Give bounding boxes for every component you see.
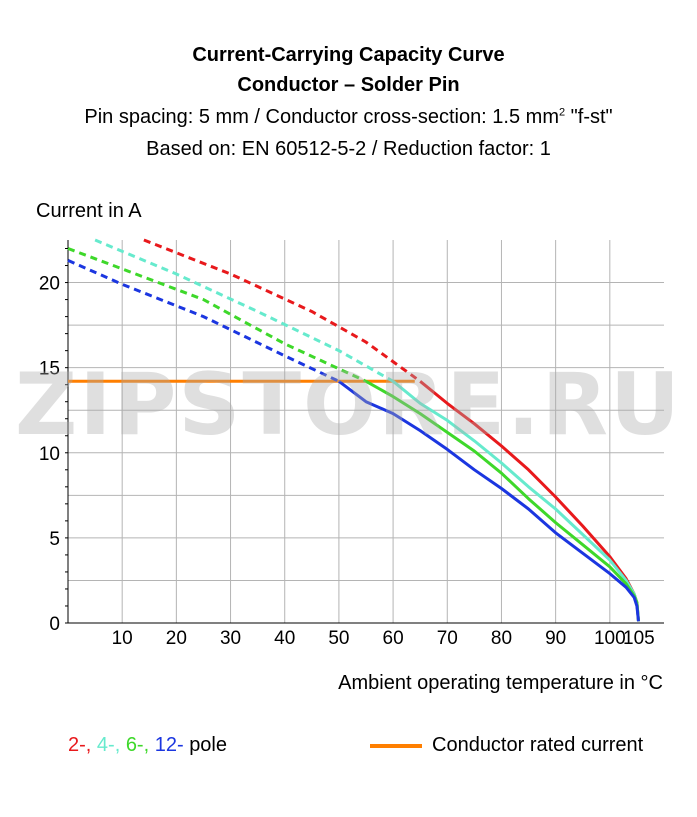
x-tick-label: 90 xyxy=(545,628,566,649)
x-tick-label: 80 xyxy=(491,628,512,649)
x-tick-label: 105 xyxy=(623,628,655,649)
rated-current-label: Conductor rated current xyxy=(432,734,644,756)
x-tick-label: 20 xyxy=(166,628,187,649)
legend-entry-2-pole: 2-, xyxy=(68,734,97,756)
x-tick-label: 70 xyxy=(437,628,458,649)
x-tick-label: 10 xyxy=(112,628,133,649)
series-6-pole-dashed xyxy=(67,247,367,383)
y-tick-label: 20 xyxy=(39,274,60,295)
y-tick-label: 0 xyxy=(49,614,60,635)
x-tick-label: 60 xyxy=(383,628,404,649)
rated-current-swatch xyxy=(370,743,422,748)
y-tick-label: 5 xyxy=(49,529,60,550)
x-tick-label: 30 xyxy=(220,628,241,649)
legend-entry-12-pole: 12- xyxy=(154,734,190,756)
series-4-pole-dashed xyxy=(94,238,394,383)
series-2-pole-dashed xyxy=(143,238,422,383)
series-12-pole-dashed xyxy=(67,259,340,383)
x-tick-label: 100 xyxy=(594,628,626,649)
legend-pole-suffix: pole xyxy=(189,734,227,756)
series-legend: 2-, 4-, 6-, 12- pole xyxy=(68,734,227,757)
legend-entry-6-pole: 6-, xyxy=(125,734,155,756)
chart-spec-line: Pin spacing: 5 mm / Conductor cross-sect… xyxy=(0,106,697,129)
legend-entry-4-pole: 4-, xyxy=(96,734,126,756)
chart-basis-line: Based on: EN 60512-5-2 / Reduction facto… xyxy=(146,138,551,160)
series-legend-entries: 2-, 4-, 6-, 12- xyxy=(68,734,189,756)
y-axis-label: Current in A xyxy=(36,200,142,222)
x-tick-label: 50 xyxy=(328,628,349,649)
rated-current-legend: Conductor rated current xyxy=(370,734,643,757)
x-axis-label: Ambient operating temperature in °C xyxy=(338,672,663,694)
chart-title: Current-Carrying Capacity Curve xyxy=(192,44,505,66)
spec-superscript: 2 xyxy=(558,106,566,119)
spec-suffix: "f-st" xyxy=(565,106,613,128)
y-tick-label: 10 xyxy=(39,444,60,465)
watermark: ZIPSTORE.RU xyxy=(15,355,682,455)
spec-prefix: Pin spacing: 5 mm / Conductor cross-sect… xyxy=(84,106,559,128)
y-tick-label: 15 xyxy=(39,359,60,380)
chart-subtitle: Conductor – Solder Pin xyxy=(237,74,460,96)
series-12-pole-line xyxy=(337,380,640,622)
x-tick-label: 40 xyxy=(274,628,295,649)
